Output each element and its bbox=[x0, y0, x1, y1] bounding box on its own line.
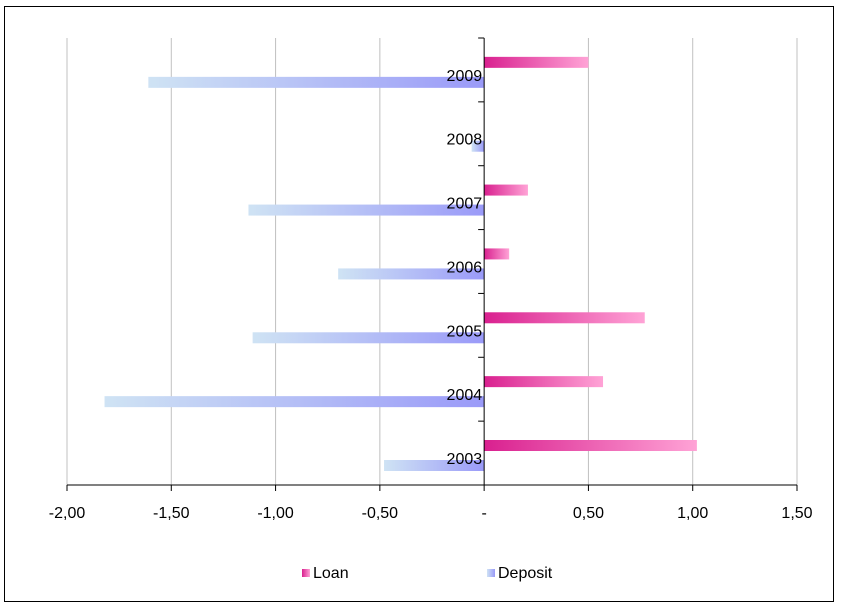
bar-deposit-2007 bbox=[248, 204, 485, 216]
category-label-2009: 2009 bbox=[447, 68, 483, 85]
x-tick-label: 1,50 bbox=[781, 505, 812, 522]
x-tick-label: -1,00 bbox=[257, 505, 294, 522]
legend-label-deposit: Deposit bbox=[498, 565, 553, 582]
category-label-2005: 2005 bbox=[447, 323, 483, 340]
bar-loan-2009 bbox=[484, 56, 589, 68]
legend-swatch-deposit bbox=[487, 569, 495, 577]
bar-deposit-2006 bbox=[338, 268, 485, 280]
axes bbox=[66, 37, 798, 491]
x-tick-label: - bbox=[481, 505, 486, 522]
category-labels: 2003 2004 2005 2006 2007 2008 2009 bbox=[447, 68, 483, 468]
bar-deposit-2003 bbox=[384, 460, 485, 471]
category-label-2008: 2008 bbox=[447, 132, 483, 149]
bar-deposit-2004 bbox=[104, 396, 485, 408]
x-tick-label: -2,00 bbox=[49, 505, 86, 522]
bar-deposit-2005 bbox=[252, 332, 485, 344]
gridlines bbox=[66, 38, 798, 485]
x-tick-label: 0,50 bbox=[573, 505, 604, 522]
bar-deposit-2009 bbox=[148, 76, 485, 88]
legend-swatch-loan bbox=[302, 569, 310, 577]
bar-loan-2007 bbox=[484, 184, 528, 196]
bar-deposit-2008 bbox=[471, 140, 485, 152]
x-tick-labels: -2,00 -1,50 -1,00 -0,50-0,50 1,00 1,50 bbox=[49, 505, 813, 522]
bar-loan-2004 bbox=[484, 376, 604, 388]
category-label-2004: 2004 bbox=[447, 387, 483, 404]
x-tick-label: -1,50 bbox=[153, 505, 190, 522]
bar-loan-2006 bbox=[484, 248, 510, 260]
bar-loan-2005 bbox=[484, 312, 645, 324]
category-label-2007: 2007 bbox=[447, 196, 483, 213]
legend-label-loan: Loan bbox=[313, 565, 349, 582]
x-tick-label: 1,00 bbox=[677, 505, 708, 522]
bars bbox=[104, 56, 697, 471]
category-label-2006: 2006 bbox=[447, 259, 483, 276]
legend: Loan Deposit bbox=[302, 565, 553, 582]
x-tick-label: -0,50 bbox=[362, 505, 399, 522]
bar-loan-2003 bbox=[484, 440, 697, 451]
chart-frame bbox=[4, 6, 834, 602]
category-label-2003: 2003 bbox=[447, 451, 483, 468]
